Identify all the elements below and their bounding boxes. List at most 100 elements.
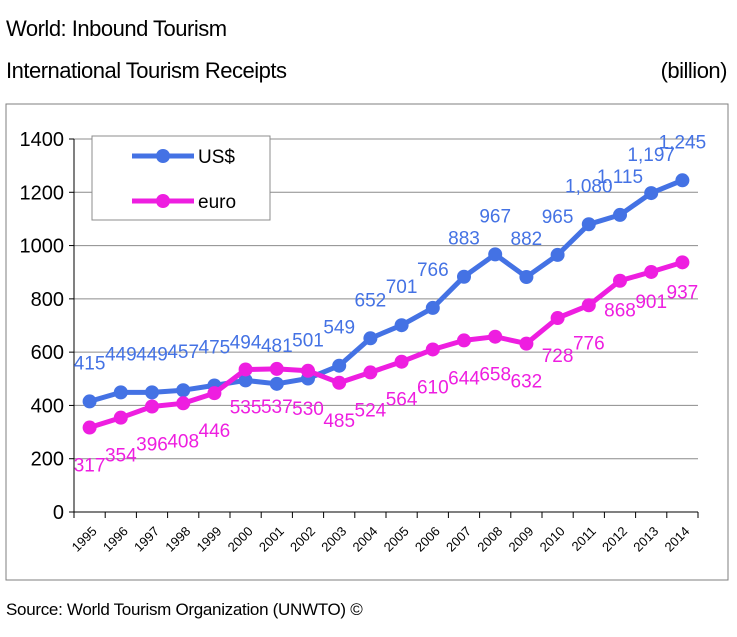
x-tick-label: 1998 (162, 524, 193, 555)
x-tick-label: 2000 (225, 524, 256, 555)
y-tick-label: 200 (31, 449, 64, 471)
data-label: 937 (667, 282, 699, 303)
x-tick-label: 1996 (100, 524, 131, 555)
data-point (550, 311, 565, 326)
data-label: 494 (230, 332, 262, 353)
source-note: Source: World Tourism Organization (UNWT… (6, 600, 363, 619)
data-label: 1,245 (659, 132, 707, 153)
data-point (176, 383, 191, 398)
data-point (82, 420, 97, 435)
data-label: 501 (292, 331, 324, 352)
data-point (488, 329, 503, 344)
data-label: 408 (167, 431, 199, 452)
data-label: 415 (74, 353, 106, 374)
data-point (425, 342, 440, 357)
x-tick-label: 2011 (569, 524, 599, 554)
data-point (82, 394, 97, 409)
data-label: 396 (136, 434, 168, 455)
data-label: 524 (355, 400, 387, 421)
unit-label: (billion) (660, 58, 728, 83)
data-point (581, 217, 596, 232)
data-point (301, 363, 315, 378)
x-tick-label: 1999 (193, 524, 224, 555)
data-label: 564 (386, 390, 418, 411)
data-point (113, 385, 128, 400)
data-label: 901 (635, 292, 667, 313)
data-label: 481 (261, 336, 293, 357)
y-tick-label: 0 (53, 502, 64, 524)
data-point (519, 270, 534, 285)
data-label: 354 (105, 446, 137, 467)
data-point (207, 386, 222, 401)
data-label: 549 (323, 318, 355, 339)
data-point (457, 333, 471, 348)
x-tick-label: 2007 (443, 524, 474, 555)
data-point (613, 207, 627, 222)
data-point (363, 331, 378, 346)
x-tick-label: 2003 (318, 524, 349, 555)
data-point (238, 373, 253, 388)
data-point (550, 247, 565, 262)
data-point (644, 264, 659, 279)
legend-box (91, 135, 271, 221)
data-label: 965 (542, 207, 574, 228)
data-label: 882 (511, 229, 543, 250)
y-tick-label: 800 (31, 289, 64, 311)
data-label: 967 (479, 206, 511, 227)
x-tick-label: 2014 (661, 524, 692, 555)
data-point (488, 247, 503, 262)
y-tick-label: 600 (31, 342, 64, 364)
data-label: 535 (230, 397, 262, 418)
data-point (644, 186, 659, 201)
data-label: 776 (573, 333, 605, 354)
data-label: 449 (136, 344, 168, 365)
data-label: 652 (355, 290, 387, 311)
data-label: 728 (542, 346, 574, 367)
data-point (269, 376, 284, 391)
y-tick-label: 1200 (20, 182, 65, 204)
data-label: 317 (74, 456, 106, 477)
data-point (332, 375, 347, 390)
data-label: 1,115 (597, 167, 643, 188)
data-point (238, 362, 253, 377)
data-label: 1,080 (565, 176, 613, 197)
data-point (675, 173, 690, 188)
data-point (457, 269, 471, 284)
data-label: 658 (479, 365, 511, 386)
data-point (519, 336, 534, 351)
data-point (675, 255, 690, 270)
data-label: 475 (199, 337, 231, 358)
data-label: 644 (448, 368, 480, 389)
data-point (425, 300, 440, 315)
data-point (145, 399, 159, 414)
x-tick-label: 2009 (505, 524, 536, 555)
x-tick-label: 2012 (599, 524, 630, 555)
data-label: 485 (323, 411, 355, 432)
chart-subtitle: International Tourism Receipts (6, 58, 287, 83)
data-label: 632 (511, 372, 543, 393)
x-tick-label: 2001 (256, 524, 287, 555)
data-point (394, 318, 409, 333)
legend-marker (156, 149, 170, 163)
data-point (332, 358, 347, 373)
data-label: 766 (417, 260, 449, 281)
x-tick-label: 2010 (537, 524, 568, 555)
x-tick-label: 2006 (412, 524, 443, 555)
data-label: 446 (199, 421, 231, 442)
data-point (113, 410, 128, 425)
x-tick-label: 2005 (381, 524, 412, 555)
data-label: 701 (386, 277, 418, 298)
data-point (613, 273, 627, 288)
legend-label: euro (198, 192, 236, 213)
x-tick-label: 1997 (131, 524, 162, 555)
data-label: 610 (417, 377, 449, 398)
data-point (269, 361, 284, 376)
y-tick-label: 400 (31, 395, 64, 417)
x-tick-label: 1995 (69, 524, 100, 555)
data-point (176, 396, 191, 411)
y-tick-label: 1400 (20, 129, 65, 151)
data-label: 883 (448, 229, 480, 250)
data-point (394, 354, 409, 369)
x-tick-label: 2008 (474, 524, 505, 555)
